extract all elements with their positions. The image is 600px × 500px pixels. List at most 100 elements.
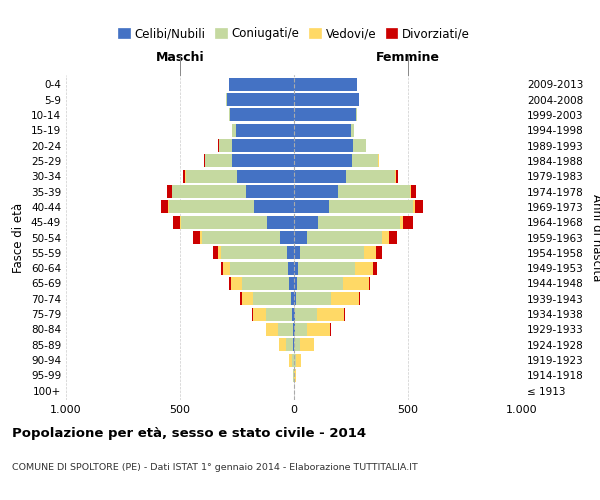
Bar	[400, 216, 403, 228]
Bar	[221, 262, 223, 274]
Text: COMUNE DI SPOLTORE (PE) - Dati ISTAT 1° gennaio 2014 - Elaborazione TUTTITALIA.I: COMUNE DI SPOLTORE (PE) - Dati ISTAT 1° …	[12, 462, 418, 471]
Bar	[307, 231, 382, 244]
Bar	[295, 308, 317, 320]
Bar	[355, 262, 373, 274]
Bar	[295, 338, 300, 351]
Bar	[364, 246, 376, 260]
Bar	[172, 185, 246, 198]
Y-axis label: Fasce di età: Fasce di età	[13, 202, 25, 272]
Bar	[344, 308, 345, 320]
Bar	[296, 354, 301, 366]
Bar	[229, 78, 294, 90]
Bar	[167, 185, 172, 198]
Bar	[290, 292, 294, 306]
Bar	[294, 124, 351, 136]
Bar	[280, 338, 286, 351]
Bar	[294, 108, 356, 122]
Bar	[413, 200, 415, 213]
Bar	[293, 323, 294, 336]
Bar	[169, 200, 254, 213]
Bar	[294, 185, 338, 198]
Bar	[168, 200, 169, 213]
Bar	[300, 338, 314, 351]
Bar	[294, 93, 359, 106]
Bar	[382, 231, 389, 244]
Bar	[237, 170, 294, 182]
Bar	[242, 292, 253, 306]
Bar	[294, 246, 301, 260]
Bar	[295, 354, 296, 366]
Bar	[232, 154, 294, 168]
Bar	[289, 354, 292, 366]
Bar	[376, 246, 382, 260]
Bar	[286, 338, 293, 351]
Bar	[236, 124, 294, 136]
Bar	[242, 277, 289, 290]
Bar	[202, 231, 280, 244]
Bar	[230, 262, 289, 274]
Bar	[294, 308, 295, 320]
Bar	[415, 200, 423, 213]
Bar	[353, 139, 366, 152]
Bar	[294, 170, 346, 182]
Bar	[200, 231, 202, 244]
Bar	[359, 292, 360, 306]
Bar	[180, 216, 181, 228]
Bar	[352, 154, 379, 168]
Bar	[229, 277, 232, 290]
Bar	[181, 216, 266, 228]
Bar	[232, 124, 236, 136]
Text: Popolazione per età, sesso e stato civile - 2014: Popolazione per età, sesso e stato civil…	[12, 428, 366, 440]
Bar	[294, 200, 329, 213]
Bar	[297, 277, 343, 290]
Bar	[294, 277, 297, 290]
Bar	[368, 277, 370, 290]
Bar	[266, 308, 292, 320]
Bar	[396, 170, 398, 182]
Bar	[193, 231, 200, 244]
Bar	[331, 292, 359, 306]
Bar	[292, 354, 293, 366]
Bar	[232, 277, 242, 290]
Bar	[403, 216, 413, 228]
Bar	[266, 216, 294, 228]
Bar	[294, 292, 296, 306]
Bar	[266, 323, 278, 336]
Bar	[292, 308, 294, 320]
Bar	[246, 185, 294, 198]
Bar	[218, 246, 221, 260]
Bar	[294, 262, 298, 274]
Bar	[289, 277, 294, 290]
Bar	[212, 246, 218, 260]
Bar	[289, 262, 294, 274]
Bar	[301, 246, 364, 260]
Bar	[293, 338, 294, 351]
Bar	[278, 323, 293, 336]
Bar	[412, 185, 416, 198]
Bar	[294, 323, 295, 336]
Bar	[254, 200, 294, 213]
Bar	[280, 231, 294, 244]
Bar	[343, 277, 368, 290]
Bar	[294, 154, 352, 168]
Bar	[296, 292, 331, 306]
Bar	[318, 216, 400, 228]
Bar	[205, 154, 232, 168]
Bar	[227, 93, 294, 106]
Y-axis label: Anni di nascita: Anni di nascita	[590, 194, 600, 281]
Bar	[317, 308, 344, 320]
Bar	[298, 262, 355, 274]
Bar	[204, 154, 205, 168]
Text: Femmine: Femmine	[376, 52, 440, 64]
Bar	[373, 262, 377, 274]
Bar	[351, 124, 354, 136]
Bar	[229, 108, 230, 122]
Bar	[295, 369, 296, 382]
Bar	[287, 246, 294, 260]
Bar	[253, 292, 290, 306]
Legend: Celibi/Nubili, Coniugati/e, Vedovi/e, Divorziati/e: Celibi/Nubili, Coniugati/e, Vedovi/e, Di…	[113, 22, 475, 45]
Bar	[161, 200, 168, 213]
Bar	[294, 139, 353, 152]
Bar	[295, 323, 307, 336]
Bar	[307, 323, 330, 336]
